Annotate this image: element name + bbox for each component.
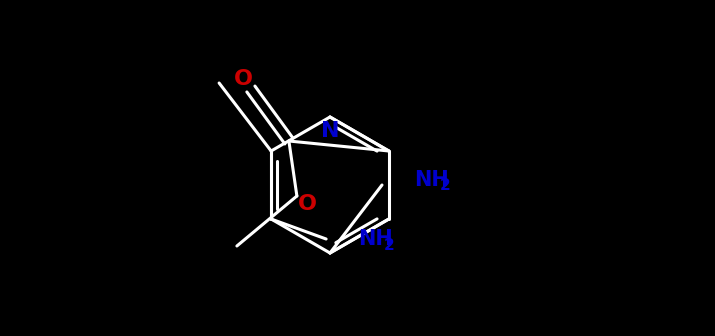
Text: N: N <box>321 121 339 141</box>
Text: NH: NH <box>358 229 393 249</box>
Text: 2: 2 <box>440 178 450 194</box>
Text: O: O <box>233 69 252 89</box>
Text: 2: 2 <box>384 238 395 252</box>
Text: NH: NH <box>414 170 449 190</box>
Text: O: O <box>297 194 317 214</box>
